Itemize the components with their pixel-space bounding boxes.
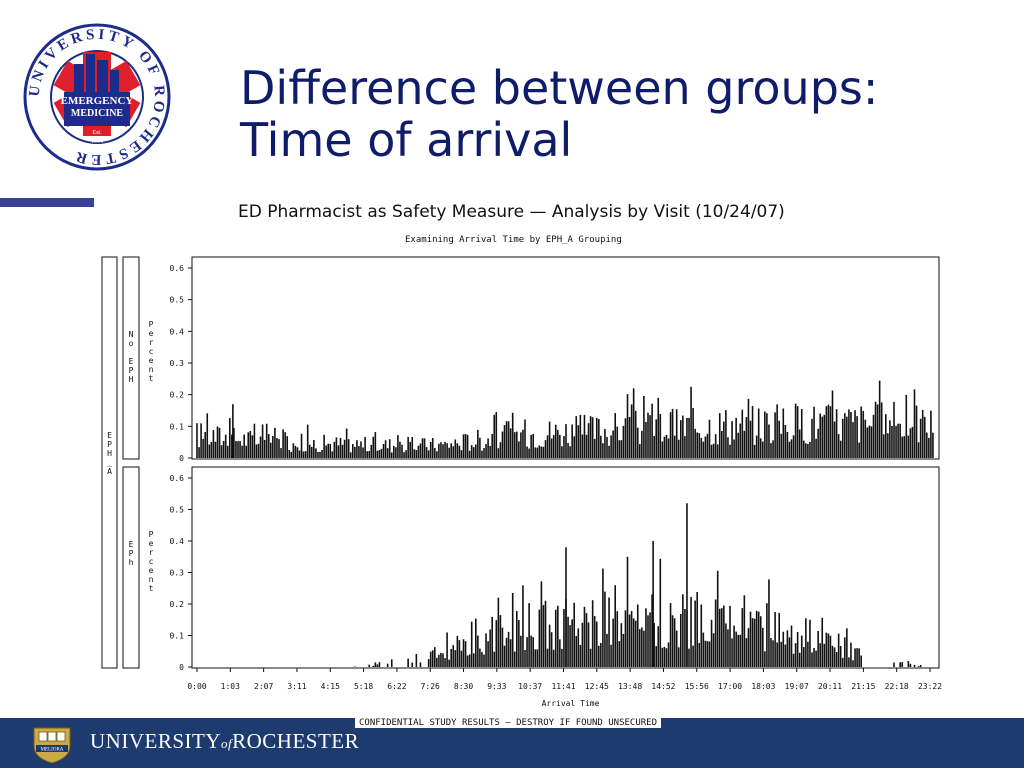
group-label-box: [101, 256, 118, 669]
y-tick-label: 0.2: [170, 391, 185, 400]
x-tick-label: 18:03: [751, 682, 775, 691]
vertical-char: P: [149, 530, 154, 539]
x-tick-label: 17:00: [718, 682, 742, 691]
arrival-time-chart: EPH_ANoEPHPercent00.10.20.30.40.50.6EPhP…: [101, 256, 942, 708]
x-tick-label: 22:18: [885, 682, 909, 691]
vertical-char: e: [149, 329, 154, 338]
x-axis-label: Arrival Time: [542, 699, 600, 708]
x-tick-label: 6:22: [387, 682, 406, 691]
emergency-medicine-logo: UNIVERSITY OF ROCHESTER EMERGENCY MEDICI…: [23, 23, 171, 171]
y-tick-label: 0: [179, 454, 184, 463]
vertical-char: c: [149, 557, 154, 566]
vertical-char: E: [107, 431, 112, 440]
y-tick-label: 0.3: [170, 359, 185, 368]
chart-title: Examining Arrival Time by EPH_A Grouping: [405, 235, 622, 245]
x-tick-label: 3:11: [287, 682, 306, 691]
panel-name-1: EPh: [129, 540, 134, 567]
svg-text:EMERGENCY: EMERGENCY: [61, 95, 134, 107]
svg-text:MEDICINE: MEDICINE: [71, 108, 124, 119]
x-tick-label: 8:30: [454, 682, 473, 691]
y-tick-label: 0.1: [170, 422, 185, 431]
x-tick-label: 1:03: [221, 682, 240, 691]
y-tick-label: 0: [179, 663, 184, 672]
vertical-char: e: [149, 539, 154, 548]
y-tick-label: 0.5: [170, 506, 185, 515]
x-tick-label: 10:37: [518, 682, 542, 691]
x-tick-label: 4:15: [321, 682, 340, 691]
vertical-char: H: [129, 375, 134, 384]
vertical-char: _: [107, 458, 112, 467]
vertical-char: P: [107, 440, 112, 449]
vertical-char: N: [129, 330, 134, 339]
panel-name-box: [122, 256, 140, 460]
x-tick-label: 14:52: [651, 682, 675, 691]
x-tick-label: 11:41: [551, 682, 575, 691]
x-tick-label: 9:33: [487, 682, 506, 691]
university-wordmark: UNIVERSITYofROCHESTER: [90, 729, 359, 754]
vertical-char: P: [129, 549, 134, 558]
vertical-char: t: [149, 584, 154, 593]
group-label-text: EPH_A: [107, 431, 112, 476]
wordmark-of: of: [221, 736, 233, 751]
y-tick-label: 0.6: [170, 264, 185, 273]
svg-text:Est.: Est.: [92, 130, 102, 136]
wordmark-rochester: ROCHESTER: [232, 729, 360, 753]
vertical-char: e: [149, 356, 154, 365]
vertical-char: r: [149, 548, 154, 557]
slide-title-line-1: Difference between groups:: [240, 61, 879, 115]
y-tick-label: 0.3: [170, 569, 185, 578]
slide-title: Difference between groups: Time of arriv…: [240, 62, 1000, 166]
svg-text:MELIORA: MELIORA: [41, 748, 64, 753]
x-tick-label: 2:07: [254, 682, 273, 691]
vertical-char: t: [149, 374, 154, 383]
x-tick-label: 5:18: [354, 682, 373, 691]
vertical-char: E: [129, 540, 134, 549]
wordmark-university: UNIVERSITY: [90, 729, 221, 753]
plot-frame-1: [191, 466, 940, 669]
chart-subtitle: ED Pharmacist as Safety Measure — Analys…: [238, 202, 785, 222]
accent-bar: [0, 198, 94, 207]
vertical-char: r: [149, 338, 154, 347]
vertical-char: P: [129, 366, 134, 375]
x-tick-label: 12:45: [585, 682, 609, 691]
vertical-char: A: [107, 467, 112, 476]
plot-frame-0: [191, 256, 940, 460]
vertical-char: P: [149, 320, 154, 329]
x-tick-label: 15:56: [685, 682, 709, 691]
vertical-char: n: [149, 575, 154, 584]
x-tick-label: 23:22: [918, 682, 942, 691]
y-tick-label: 0.6: [170, 474, 185, 483]
x-tick-label: 7:26: [421, 682, 440, 691]
y-tick-label: 0.1: [170, 632, 185, 641]
vertical-char: H: [107, 449, 112, 458]
y-tick-label: 0.5: [170, 296, 185, 305]
x-tick-label: 13:48: [618, 682, 642, 691]
svg-text:1994: 1994: [91, 139, 103, 145]
x-tick-label: 21:15: [851, 682, 875, 691]
y-tick-label: 0.4: [170, 327, 185, 336]
y-tick-label: 0.4: [170, 537, 185, 546]
university-crest-icon: MELIORA: [33, 727, 71, 764]
vertical-char: c: [149, 347, 154, 356]
vertical-char: E: [129, 357, 134, 366]
slide-title-line-2: Time of arrival: [240, 113, 573, 167]
x-tick-label: 0:00: [187, 682, 206, 691]
vertical-char: h: [129, 558, 134, 567]
vertical-char: o: [129, 339, 134, 348]
confidential-notice: CONFIDENTIAL STUDY RESULTS — DESTROY IF …: [355, 718, 662, 728]
panel-name-box: [122, 466, 140, 669]
vertical-char: e: [149, 566, 154, 575]
x-tick-label: 20:11: [818, 682, 842, 691]
x-tick-label: 19:07: [785, 682, 809, 691]
y-tick-label: 0.2: [170, 600, 185, 609]
vertical-char: n: [149, 365, 154, 374]
